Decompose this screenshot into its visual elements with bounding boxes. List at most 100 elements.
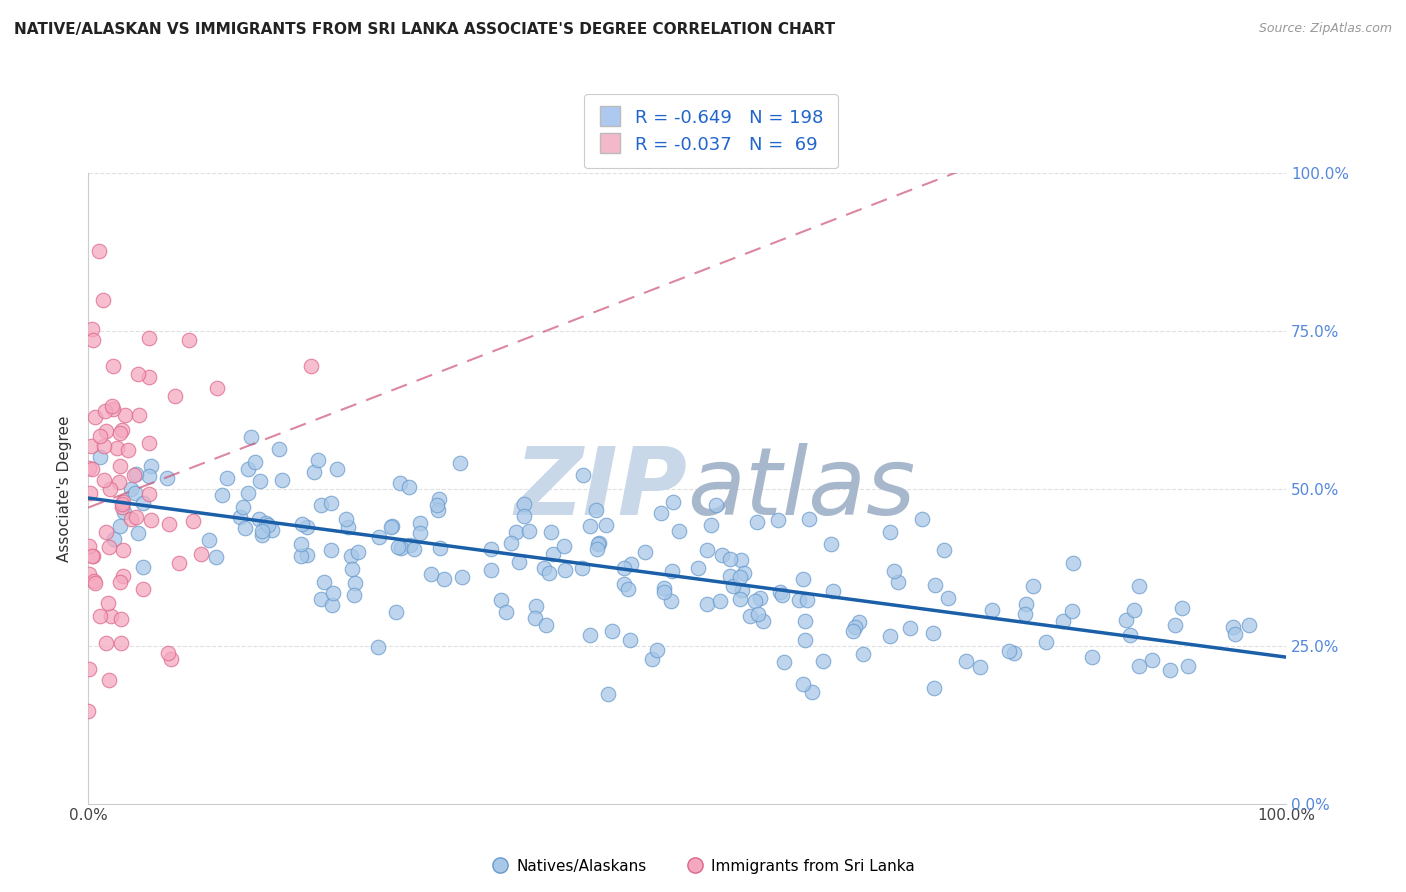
- Point: [747, 607, 769, 622]
- Point: [613, 561, 636, 575]
- Point: [89, 244, 111, 259]
- Point: [1140, 652, 1163, 666]
- Point: [508, 555, 530, 569]
- Point: [662, 495, 685, 509]
- Point: [796, 593, 818, 607]
- Point: [97, 596, 120, 610]
- Point: [110, 635, 132, 649]
- Point: [238, 486, 260, 500]
- Point: [77, 539, 100, 553]
- Point: [84, 576, 107, 591]
- Point: [402, 541, 425, 556]
- Point: [752, 614, 775, 628]
- Point: [114, 409, 136, 423]
- Point: [125, 510, 148, 524]
- Point: [766, 513, 789, 527]
- Point: [108, 458, 131, 473]
- Point: [654, 585, 676, 599]
- Point: [80, 549, 103, 563]
- Point: [335, 512, 357, 526]
- Point: [543, 547, 565, 561]
- Point: [110, 425, 132, 440]
- Point: [429, 541, 451, 556]
- Point: [302, 465, 325, 479]
- Point: [105, 441, 128, 455]
- Point: [89, 609, 111, 624]
- Point: [650, 506, 672, 520]
- Point: [537, 566, 560, 580]
- Point: [98, 482, 121, 496]
- Point: [91, 293, 114, 308]
- Point: [820, 537, 842, 551]
- Point: [120, 482, 142, 496]
- Point: [1115, 613, 1137, 627]
- Point: [745, 516, 768, 530]
- Point: [103, 402, 125, 417]
- Point: [792, 572, 814, 586]
- Point: [83, 574, 105, 589]
- Point: [127, 526, 149, 541]
- Point: [79, 485, 101, 500]
- Point: [111, 543, 134, 558]
- Point: [645, 642, 668, 657]
- Point: [141, 458, 163, 473]
- Point: [634, 544, 657, 558]
- Point: [728, 591, 751, 606]
- Y-axis label: Associate's Degree: Associate's Degree: [58, 416, 72, 562]
- Point: [238, 462, 260, 476]
- Point: [534, 618, 557, 632]
- Point: [797, 512, 820, 526]
- Point: [696, 543, 718, 558]
- Legend: Natives/Alaskans, Immigrants from Sri Lanka: Natives/Alaskans, Immigrants from Sri La…: [485, 853, 921, 880]
- Point: [131, 559, 153, 574]
- Point: [1014, 607, 1036, 621]
- Point: [122, 468, 145, 483]
- Point: [769, 585, 792, 599]
- Point: [82, 549, 104, 563]
- Point: [80, 439, 103, 453]
- Point: [602, 624, 624, 638]
- Point: [733, 566, 755, 581]
- Point: [924, 577, 946, 591]
- Point: [619, 633, 641, 648]
- Point: [409, 525, 432, 540]
- Point: [586, 537, 609, 551]
- Point: [112, 504, 135, 518]
- Point: [792, 677, 814, 691]
- Text: NATIVE/ALASKAN VS IMMIGRANTS FROM SRI LANKA ASSOCIATE'S DEGREE CORRELATION CHART: NATIVE/ALASKAN VS IMMIGRANTS FROM SRI LA…: [14, 22, 835, 37]
- Point: [505, 524, 527, 539]
- Point: [1225, 627, 1247, 641]
- Point: [232, 500, 254, 514]
- Point: [969, 659, 991, 673]
- Point: [249, 474, 271, 488]
- Point: [100, 608, 122, 623]
- Point: [793, 614, 815, 628]
- Point: [295, 548, 318, 562]
- Point: [111, 497, 134, 511]
- Point: [336, 519, 359, 533]
- Point: [744, 594, 766, 608]
- Point: [271, 473, 294, 487]
- Point: [579, 519, 602, 533]
- Point: [167, 556, 190, 570]
- Point: [451, 570, 474, 584]
- Point: [77, 705, 100, 719]
- Point: [112, 569, 135, 583]
- Point: [553, 539, 575, 553]
- Point: [489, 592, 512, 607]
- Point: [319, 543, 342, 558]
- Point: [93, 473, 115, 487]
- Point: [93, 439, 115, 453]
- Point: [110, 575, 132, 590]
- Point: [311, 591, 333, 606]
- Point: [257, 518, 280, 533]
- Point: [1035, 634, 1057, 648]
- Point: [138, 370, 160, 384]
- Point: [686, 561, 709, 575]
- Point: [616, 582, 638, 596]
- Point: [399, 538, 422, 552]
- Point: [524, 610, 547, 624]
- Point: [1122, 602, 1144, 616]
- Point: [83, 409, 105, 424]
- Point: [700, 517, 723, 532]
